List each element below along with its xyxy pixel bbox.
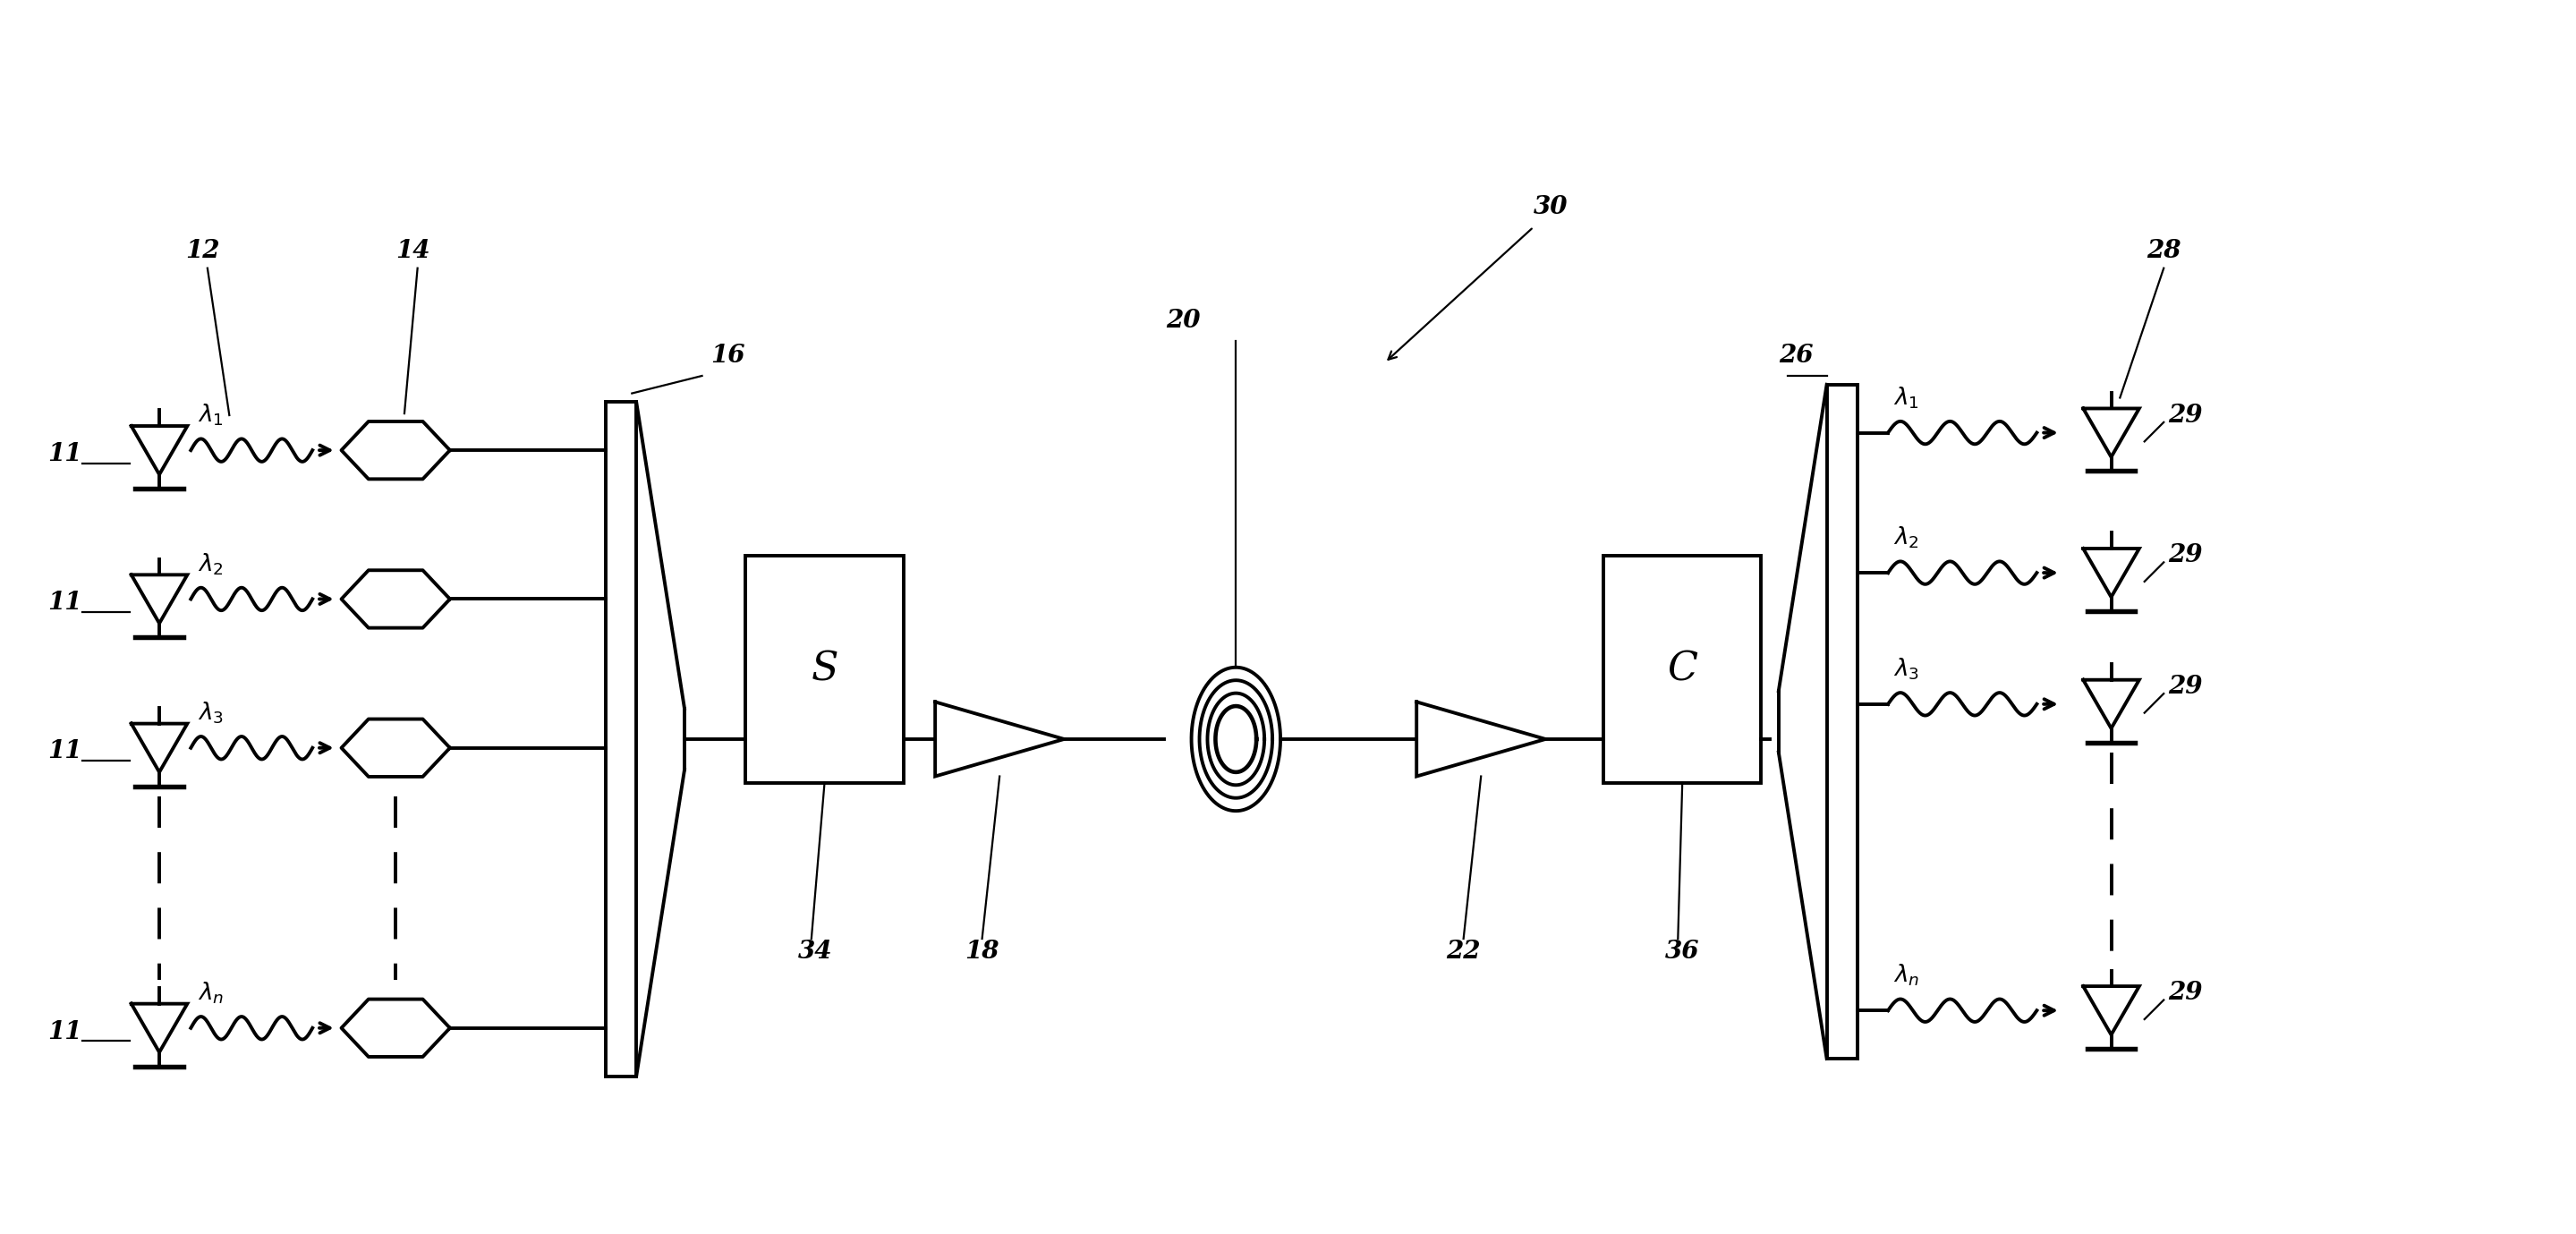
Text: $\lambda_2$: $\lambda_2$ — [198, 552, 224, 576]
Text: 34: 34 — [799, 939, 832, 964]
Bar — [1602, 555, 1762, 782]
Text: 22: 22 — [1445, 939, 1481, 964]
Text: $\lambda_1$: $\lambda_1$ — [1893, 385, 1919, 411]
Text: $\lambda_n$: $\lambda_n$ — [1893, 963, 1919, 988]
Text: 29: 29 — [2169, 404, 2202, 428]
Text: 18: 18 — [963, 939, 999, 964]
Text: 29: 29 — [2169, 543, 2202, 568]
Text: $\lambda_1$: $\lambda_1$ — [198, 402, 224, 428]
Text: 16: 16 — [711, 344, 744, 368]
Text: 36: 36 — [1664, 939, 1700, 964]
Text: $\lambda_3$: $\lambda_3$ — [1893, 656, 1919, 682]
Text: 11: 11 — [46, 739, 82, 764]
Text: 29: 29 — [2169, 981, 2202, 1006]
Text: S: S — [811, 650, 837, 689]
Text: 12: 12 — [185, 239, 219, 263]
Text: 20: 20 — [1167, 308, 1200, 333]
Text: 11: 11 — [46, 1019, 82, 1044]
Text: 26: 26 — [1777, 344, 1814, 368]
Text: 29: 29 — [2169, 675, 2202, 698]
Text: 11: 11 — [46, 591, 82, 615]
Text: 14: 14 — [397, 239, 430, 263]
Text: 28: 28 — [2146, 239, 2182, 263]
Text: 30: 30 — [1533, 195, 1569, 220]
Text: $\lambda_3$: $\lambda_3$ — [198, 700, 224, 726]
Text: $\lambda_2$: $\lambda_2$ — [1893, 526, 1919, 550]
Text: C: C — [1667, 650, 1698, 689]
Text: $\lambda_n$: $\lambda_n$ — [198, 980, 224, 1006]
Bar — [747, 555, 904, 782]
Text: 11: 11 — [46, 442, 82, 466]
